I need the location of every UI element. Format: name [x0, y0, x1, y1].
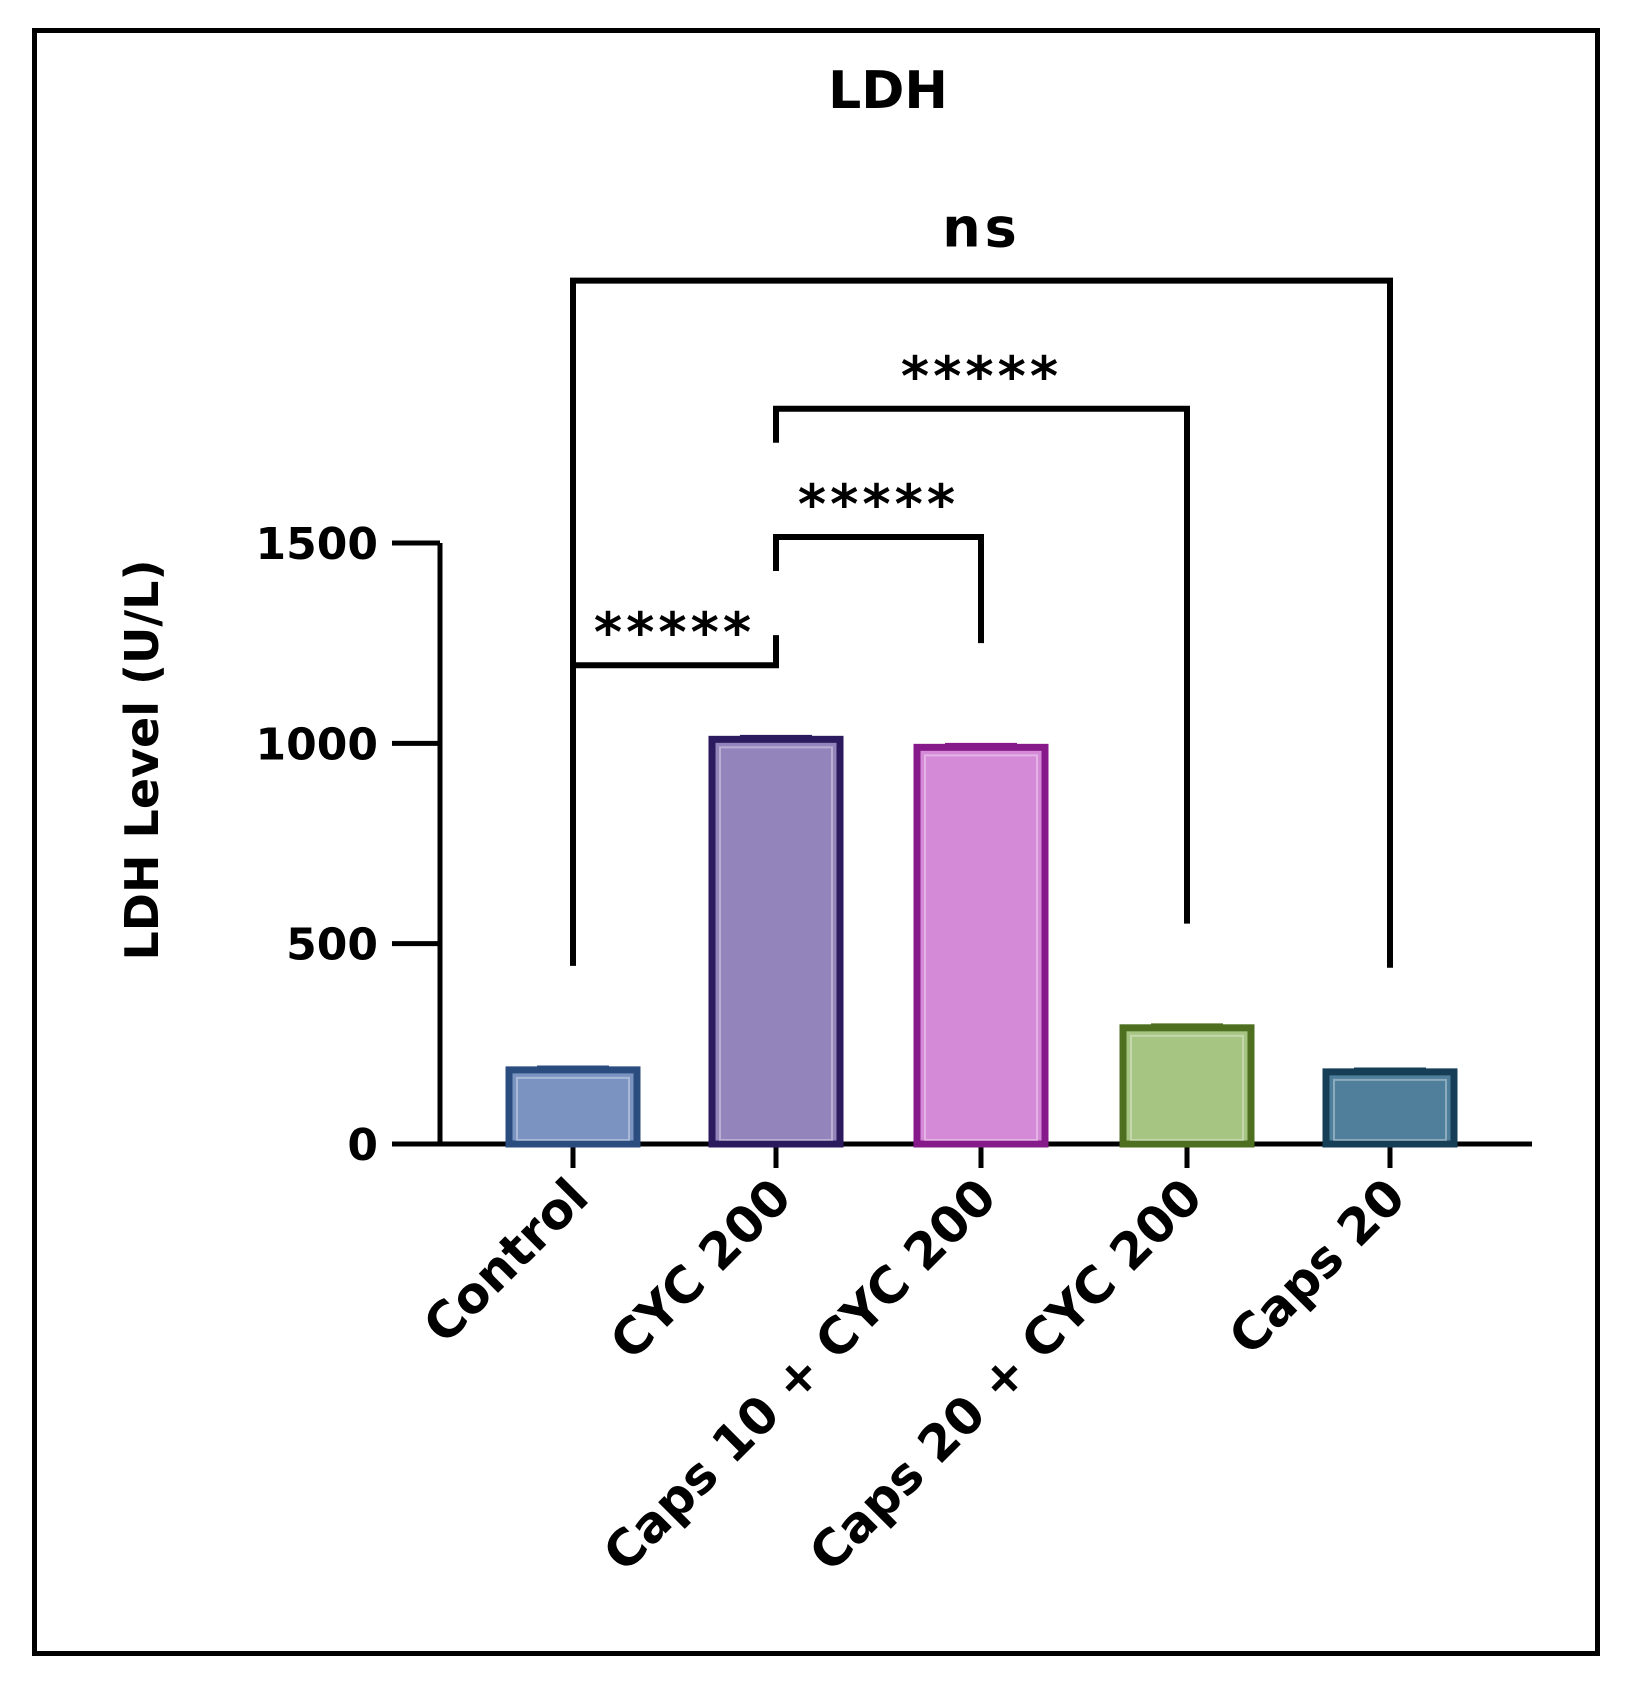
significance-brackets: ***** ***** ***** ns — [570, 197, 1393, 968]
bar-2 — [913, 743, 1049, 1148]
significance-label-1: ***** — [798, 473, 959, 536]
x-tick-label: Control — [412, 1167, 599, 1354]
x-tick-label: CYC 200 — [599, 1167, 802, 1370]
bar-highlight-2 — [924, 754, 1038, 1142]
significance-bracket-2 — [773, 405, 1190, 924]
significance-bracket-3 — [570, 277, 1393, 968]
chart-title: LDH — [828, 61, 948, 121]
y-tick-label: 1000 — [256, 719, 378, 770]
bar-3 — [1119, 1024, 1255, 1148]
figure-frame — [32, 28, 1600, 1656]
bar-highlight-3 — [1130, 1034, 1244, 1141]
bar-highlight-0 — [516, 1076, 630, 1142]
y-tick-label: 1500 — [256, 519, 378, 570]
y-axis-label: LDH Level (U/L) — [115, 560, 169, 961]
bar-0 — [505, 1066, 641, 1148]
bar-highlight-4 — [1333, 1078, 1447, 1142]
x-tick-label: Caps 20 — [1218, 1167, 1417, 1366]
y-axis: 0 500 1000 1500 — [256, 519, 443, 1171]
significance-label-0: ***** — [594, 601, 755, 664]
bars — [505, 734, 1458, 1148]
bar-highlight-1 — [719, 746, 833, 1141]
significance-label-2: ***** — [901, 345, 1062, 408]
bar-1 — [708, 735, 844, 1148]
x-tick-label: Caps 10 + CYC 200 — [592, 1167, 1007, 1582]
x-tick-label: Caps 20 + CYC 200 — [798, 1167, 1213, 1582]
significance-label-3: ns — [942, 197, 1021, 260]
significance-bracket-1 — [773, 533, 984, 644]
bar-4 — [1322, 1068, 1458, 1148]
y-tick-label: 500 — [286, 920, 378, 971]
y-tick-label: 0 — [347, 1120, 378, 1171]
